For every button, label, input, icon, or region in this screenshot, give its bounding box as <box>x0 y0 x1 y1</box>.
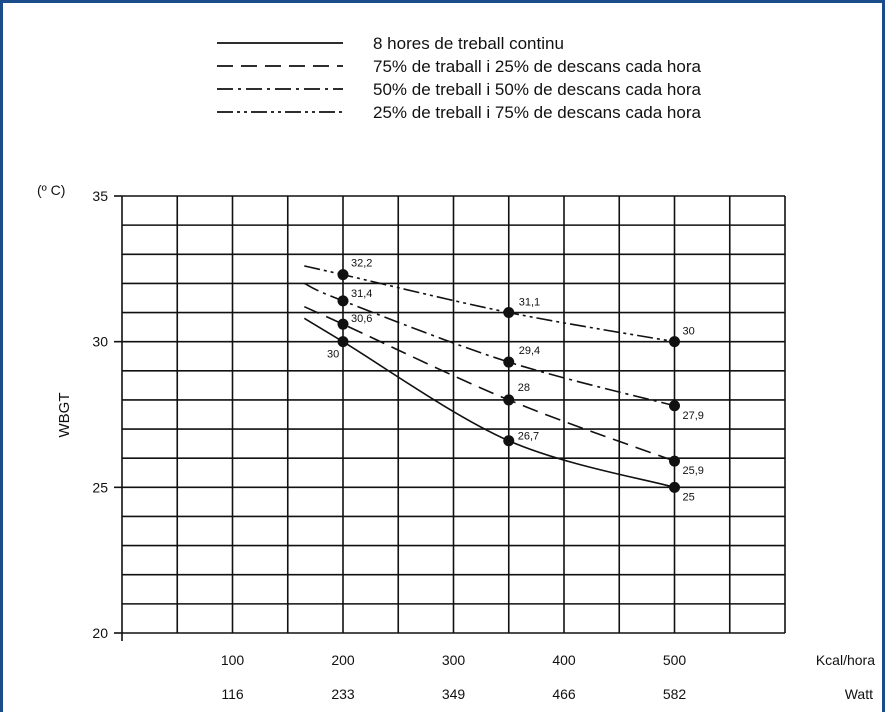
chart-axes: 20 25 30 35 100 116 200 233 300 349 400 466 500 582 <box>92 188 686 702</box>
x-tick-label: 300 <box>442 652 466 668</box>
y-tick-label: 20 <box>92 625 108 641</box>
data-label: 26,7 <box>518 431 539 443</box>
data-point <box>337 295 349 307</box>
x2-tick-label: 466 <box>552 686 576 702</box>
data-label: 32,2 <box>351 258 372 270</box>
data-label: 25,9 <box>683 465 704 477</box>
data-label: 30 <box>683 326 695 338</box>
series-points: 30 26,7 25 30,6 28 25,9 31,4 29,4 27,9 32,2 31,1 30 <box>327 258 704 504</box>
x2-tick-label: 233 <box>331 686 355 702</box>
wbgt-chart: 8 hores de treball continu 75% de traball… <box>37 34 875 702</box>
y-tick-label: 25 <box>92 479 108 495</box>
data-point <box>669 336 680 348</box>
data-point <box>503 307 515 319</box>
data-point <box>503 356 515 368</box>
legend-label: 8 hores de treball continu <box>373 34 564 53</box>
y-axis-label: WBGT <box>56 393 73 438</box>
x-unit-label: Kcal/hora <box>816 652 875 668</box>
data-label: 31,4 <box>351 288 372 300</box>
legend-label: 25% de treball i 75% de descans cada hor… <box>373 103 701 122</box>
data-label: 29,4 <box>519 345 540 357</box>
chart-grid <box>121 195 786 634</box>
y-tick-label: 30 <box>92 334 108 350</box>
data-point <box>669 481 680 493</box>
data-point <box>337 318 349 330</box>
series-line <box>303 282 675 407</box>
x2-unit-label: Watt <box>845 686 873 702</box>
y-unit-label: (º C) <box>37 182 65 198</box>
data-label: 27,9 <box>683 410 704 422</box>
data-point <box>337 336 349 348</box>
data-point <box>669 400 680 412</box>
data-label: 28 <box>518 382 530 394</box>
x2-tick-label: 349 <box>442 686 466 702</box>
x-tick-label: 500 <box>663 652 687 668</box>
series-line <box>303 305 675 462</box>
data-label: 25 <box>683 491 695 503</box>
series-lines <box>303 265 675 489</box>
data-point <box>503 394 515 406</box>
data-point <box>503 435 515 447</box>
data-point <box>669 455 680 467</box>
data-label: 31,1 <box>519 297 540 309</box>
data-point <box>337 269 349 281</box>
x-tick-label: 100 <box>221 652 245 668</box>
y-tick-label: 35 <box>92 188 108 204</box>
x2-tick-label: 582 <box>663 686 687 702</box>
data-label: 30 <box>327 349 339 361</box>
series-line <box>303 317 675 489</box>
x-tick-label: 200 <box>331 652 355 668</box>
legend: 8 hores de treball continu 75% de traball… <box>217 34 701 122</box>
x-tick-label: 400 <box>552 652 576 668</box>
data-label: 30,6 <box>351 313 372 325</box>
legend-label: 75% de traball i 25% de descans cada hor… <box>373 57 701 76</box>
x2-tick-label: 116 <box>221 686 244 702</box>
series-line <box>304 265 675 343</box>
legend-label: 50% de treball i 50% de descans cada hor… <box>373 80 701 99</box>
